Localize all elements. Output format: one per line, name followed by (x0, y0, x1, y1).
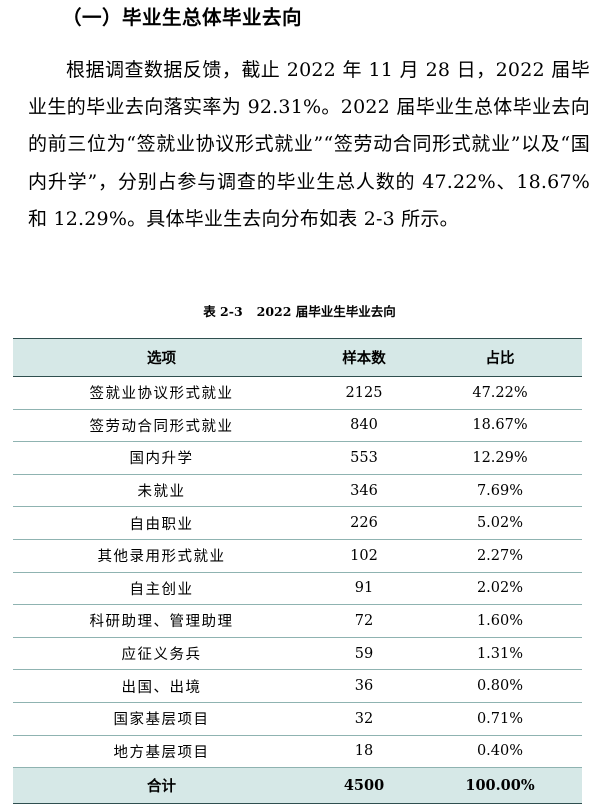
row-option: 国内升学 (13, 441, 310, 475)
section-heading: （一）毕业生总体毕业去向 (62, 6, 303, 29)
destination-table: 选项 样本数 占比 签就业协议形式就业 2125 47.22% 签劳动合同形式就业 84… (13, 338, 582, 805)
row-percentage: 12.29% (418, 441, 582, 475)
header-sample-count: 样本数 (310, 338, 418, 377)
table-row: 未就业 346 7.69% (13, 474, 582, 508)
row-option: 地方基层项目 (13, 735, 310, 769)
row-percentage: 0.80% (418, 669, 582, 703)
row-percentage: 2.02% (418, 572, 582, 606)
table-row: 国内升学 553 12.29% (13, 441, 582, 475)
row-percentage: 1.60% (418, 604, 582, 638)
row-option: 签劳动合同形式就业 (13, 409, 310, 443)
body-paragraph: 根据调查数据反馈，截止 2022 年 11 月 28 日，2022 届毕业生的毕… (28, 59, 590, 230)
row-sample-count: 18 (310, 735, 418, 769)
total-label: 合计 (13, 767, 310, 805)
row-percentage: 18.67% (418, 409, 582, 443)
table-header-row: 选项 样本数 占比 (13, 338, 582, 377)
row-sample-count: 2125 (310, 376, 418, 410)
table-row: 科研助理、管理助理 72 1.60% (13, 604, 582, 638)
header-percentage: 占比 (418, 338, 582, 377)
table-row: 出国、出境 36 0.80% (13, 669, 582, 703)
table-row: 签就业协议形式就业 2125 47.22% (13, 376, 582, 410)
row-sample-count: 36 (310, 669, 418, 703)
row-sample-count: 32 (310, 702, 418, 736)
row-percentage: 2.27% (418, 539, 582, 573)
row-percentage: 7.69% (418, 474, 582, 508)
row-option: 其他录用形式就业 (13, 539, 310, 573)
row-percentage: 47.22% (418, 376, 582, 410)
row-option: 出国、出境 (13, 669, 310, 703)
table-caption-number: 表 2-3 (203, 304, 243, 319)
table-row: 其他录用形式就业 102 2.27% (13, 539, 582, 573)
table-row: 地方基层项目 18 0.40% (13, 735, 582, 769)
row-sample-count: 72 (310, 604, 418, 638)
header-option: 选项 (13, 338, 310, 377)
table-caption: 表 2-3 2022 届毕业生毕业去向 (0, 303, 599, 321)
row-option: 国家基层项目 (13, 702, 310, 736)
total-percentage: 100.00% (418, 767, 582, 805)
row-option: 应征义务兵 (13, 637, 310, 671)
row-percentage: 1.31% (418, 637, 582, 671)
row-sample-count: 346 (310, 474, 418, 508)
table-caption-title: 2022 届毕业生毕业去向 (256, 304, 396, 319)
table-row: 自由职业 226 5.02% (13, 506, 582, 540)
row-sample-count: 553 (310, 441, 418, 475)
table-body: 签就业协议形式就业 2125 47.22% 签劳动合同形式就业 840 18.67% 国内升… (13, 376, 582, 769)
table-row: 国家基层项目 32 0.71% (13, 702, 582, 736)
row-percentage: 5.02% (418, 506, 582, 540)
total-count: 4500 (310, 767, 418, 805)
row-sample-count: 102 (310, 539, 418, 573)
row-option: 签就业协议形式就业 (13, 376, 310, 410)
row-sample-count: 226 (310, 506, 418, 540)
row-percentage: 0.71% (418, 702, 582, 736)
row-percentage: 0.40% (418, 735, 582, 769)
row-sample-count: 91 (310, 572, 418, 606)
row-option: 未就业 (13, 474, 310, 508)
row-option: 自主创业 (13, 572, 310, 606)
row-option: 科研助理、管理助理 (13, 604, 310, 638)
table-row: 应征义务兵 59 1.31% (13, 637, 582, 671)
table-row: 签劳动合同形式就业 840 18.67% (13, 409, 582, 443)
row-option: 自由职业 (13, 506, 310, 540)
row-sample-count: 59 (310, 637, 418, 671)
row-sample-count: 840 (310, 409, 418, 443)
table-row: 自主创业 91 2.02% (13, 572, 582, 606)
table-total-row: 合计 4500 100.00% (13, 767, 582, 805)
